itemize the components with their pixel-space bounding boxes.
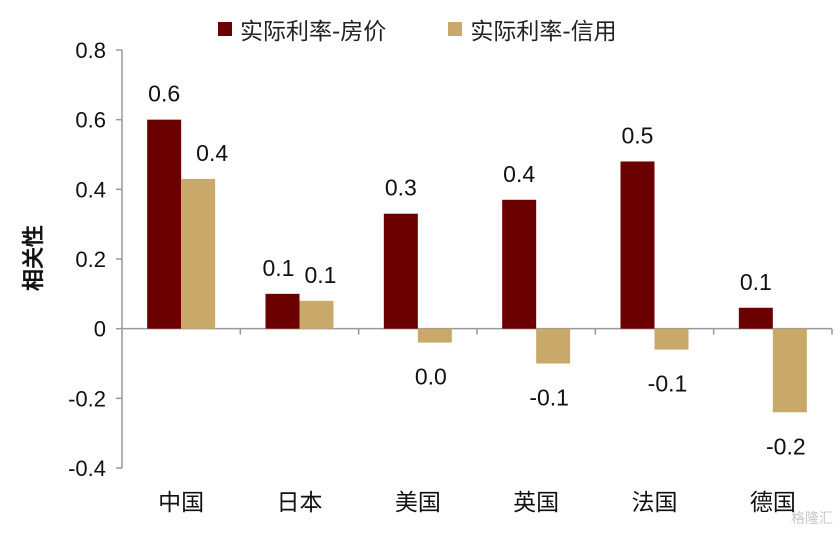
data-label: 0.1 <box>263 255 295 281</box>
data-label: 0.1 <box>740 269 772 295</box>
data-label: 0.4 <box>503 161 535 187</box>
x-tick-label: 德国 <box>750 490 796 516</box>
x-tick-label: 中国 <box>158 490 204 516</box>
bar-housing <box>620 161 655 329</box>
data-label: 0.4 <box>196 140 228 166</box>
legend-swatch-credit <box>448 22 463 36</box>
legend-label-housing: 实际利率-房价 <box>240 19 387 45</box>
y-tick-label: -0.4 <box>68 456 106 481</box>
data-label: 0.5 <box>622 122 654 148</box>
bar-credit <box>654 328 689 350</box>
data-label: -0.2 <box>766 433 806 459</box>
legend: 实际利率-房价 实际利率-信用 <box>218 12 679 46</box>
y-tick-label: 0 <box>94 317 106 342</box>
bar-housing <box>502 199 537 329</box>
data-label: -0.1 <box>529 385 569 411</box>
bar-housing <box>147 119 182 329</box>
bar-credit <box>772 328 807 413</box>
bar-housing <box>265 293 300 329</box>
legend-swatch-housing <box>218 22 232 36</box>
bar-credit <box>536 328 571 364</box>
bar-credit <box>417 328 452 343</box>
y-tick-label: 0.6 <box>75 108 106 133</box>
x-tick-label: 英国 <box>513 490 559 516</box>
legend-item-credit: 实际利率-信用 <box>448 12 617 46</box>
legend-label-credit: 实际利率-信用 <box>470 19 617 45</box>
data-label: 0.0 <box>415 364 447 390</box>
y-tick-label: 0.2 <box>75 247 106 272</box>
data-label: 0.6 <box>148 81 180 107</box>
y-tick-label: 0.4 <box>75 177 106 202</box>
data-label: -0.1 <box>648 371 688 397</box>
legend-item-housing: 实际利率-房价 <box>218 12 386 46</box>
data-label: 0.1 <box>305 262 337 288</box>
bar-housing <box>383 213 418 329</box>
x-tick-label: 日本 <box>277 490 323 516</box>
y-tick-label: 0.8 <box>75 38 106 63</box>
watermark: 格隆汇 <box>791 511 833 527</box>
bar-credit <box>299 300 334 329</box>
x-tick-label: 法国 <box>632 490 678 516</box>
data-label: 0.3 <box>385 175 417 201</box>
bar-credit <box>181 178 216 329</box>
y-tick-label: -0.2 <box>68 386 106 411</box>
bar-housing <box>738 307 773 329</box>
x-tick-label: 美国 <box>395 490 441 516</box>
